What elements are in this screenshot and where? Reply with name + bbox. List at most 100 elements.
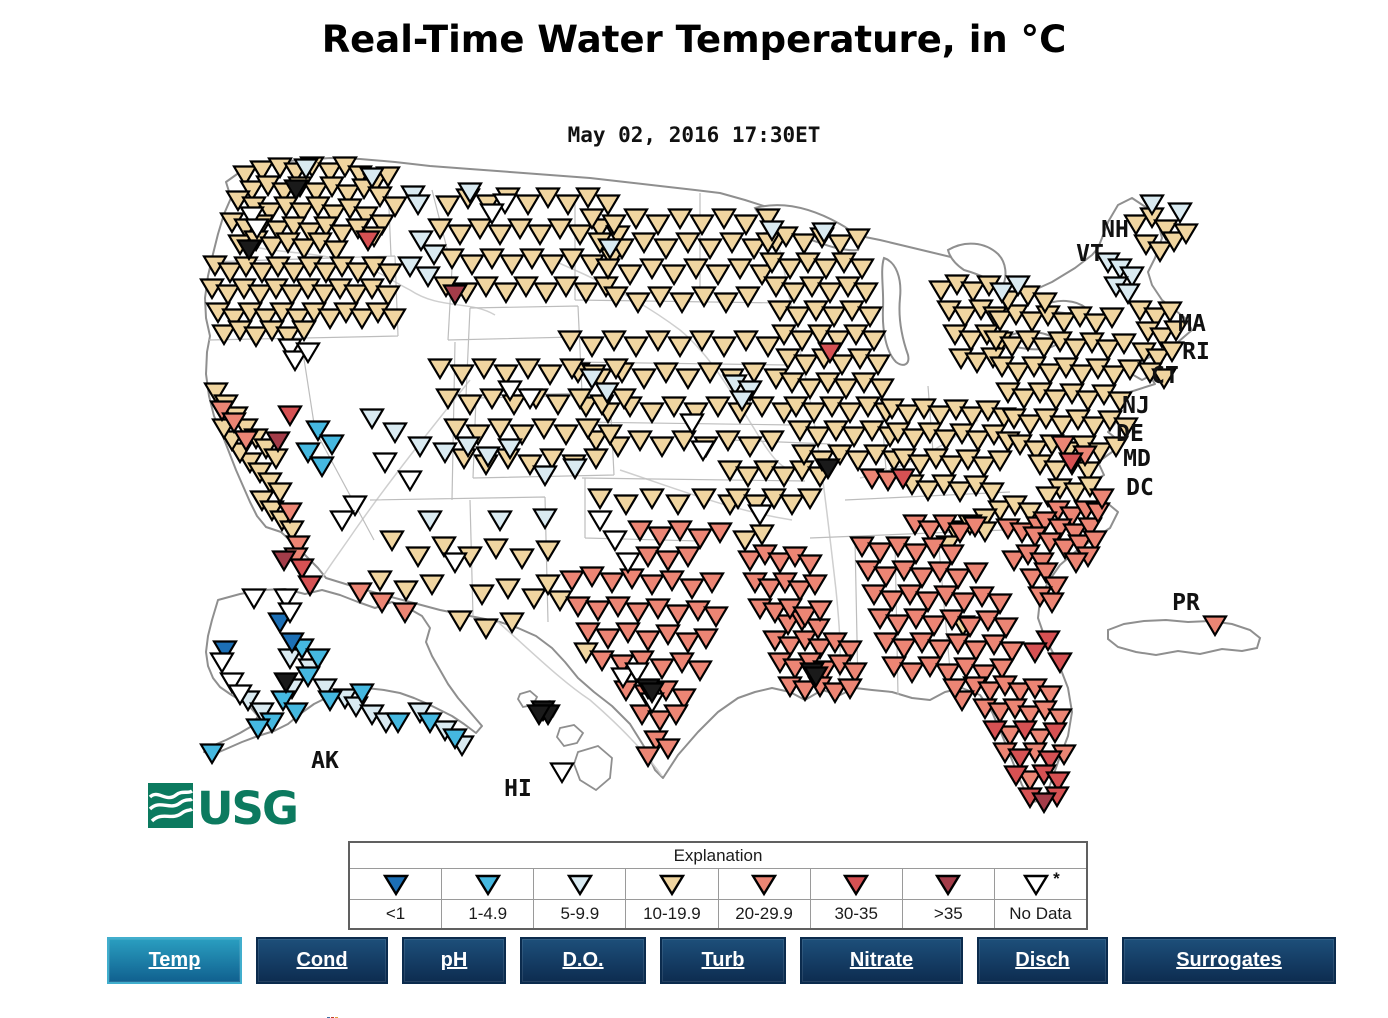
site-marker[interactable] bbox=[217, 262, 243, 285]
site-marker[interactable] bbox=[471, 358, 497, 381]
site-marker[interactable] bbox=[602, 530, 628, 553]
site-marker[interactable] bbox=[1069, 364, 1095, 387]
site-marker[interactable] bbox=[771, 402, 797, 425]
site-marker[interactable] bbox=[969, 586, 995, 609]
site-marker[interactable] bbox=[1111, 333, 1137, 356]
site-marker[interactable] bbox=[729, 390, 755, 413]
site-marker[interactable] bbox=[777, 258, 803, 281]
site-marker[interactable] bbox=[963, 562, 989, 585]
site-marker[interactable] bbox=[619, 568, 645, 591]
site-marker[interactable] bbox=[269, 302, 295, 325]
site-marker[interactable] bbox=[1147, 241, 1173, 264]
site-marker[interactable] bbox=[1167, 202, 1193, 225]
site-marker[interactable] bbox=[979, 482, 1005, 505]
site-marker[interactable] bbox=[499, 612, 525, 635]
site-marker[interactable] bbox=[495, 578, 521, 601]
site-marker[interactable] bbox=[279, 520, 305, 543]
site-marker[interactable] bbox=[945, 633, 971, 656]
site-marker[interactable] bbox=[933, 429, 959, 452]
site-marker[interactable] bbox=[789, 330, 815, 353]
site-marker[interactable] bbox=[291, 238, 317, 261]
site-marker[interactable] bbox=[417, 510, 443, 533]
site-marker[interactable] bbox=[735, 466, 761, 489]
site-marker[interactable] bbox=[601, 214, 627, 237]
site-marker[interactable] bbox=[1085, 502, 1111, 525]
site-marker[interactable] bbox=[587, 488, 613, 511]
site-marker[interactable] bbox=[417, 712, 443, 735]
site-marker[interactable] bbox=[653, 362, 679, 385]
site-marker[interactable] bbox=[687, 528, 713, 551]
site-marker[interactable] bbox=[867, 542, 893, 565]
site-marker[interactable] bbox=[559, 570, 585, 593]
site-marker[interactable] bbox=[813, 258, 839, 281]
site-marker[interactable] bbox=[443, 418, 469, 441]
site-marker[interactable] bbox=[699, 572, 725, 595]
site-marker[interactable] bbox=[345, 262, 371, 285]
site-marker[interactable] bbox=[211, 324, 237, 347]
site-marker[interactable] bbox=[277, 338, 303, 361]
site-marker[interactable] bbox=[273, 196, 299, 219]
site-marker[interactable] bbox=[835, 276, 861, 299]
site-marker[interactable] bbox=[531, 418, 557, 441]
site-marker[interactable] bbox=[1083, 313, 1109, 336]
site-marker[interactable] bbox=[791, 233, 817, 256]
site-marker[interactable] bbox=[1017, 414, 1043, 437]
site-marker[interactable] bbox=[265, 431, 291, 454]
site-marker[interactable] bbox=[711, 208, 737, 231]
site-marker[interactable] bbox=[487, 510, 513, 533]
site-marker[interactable] bbox=[1001, 550, 1027, 573]
site-marker[interactable] bbox=[579, 336, 605, 359]
site-marker[interactable] bbox=[675, 632, 701, 655]
site-marker[interactable] bbox=[397, 470, 423, 493]
site-marker[interactable] bbox=[957, 616, 983, 639]
site-marker[interactable] bbox=[645, 598, 671, 621]
site-marker[interactable] bbox=[875, 470, 901, 493]
site-marker[interactable] bbox=[265, 256, 291, 279]
site-marker[interactable] bbox=[1022, 642, 1048, 665]
site-marker[interactable] bbox=[689, 214, 715, 237]
site-marker[interactable] bbox=[667, 520, 693, 543]
site-marker[interactable] bbox=[427, 218, 453, 241]
site-marker[interactable] bbox=[295, 442, 321, 465]
site-marker[interactable] bbox=[987, 702, 1013, 725]
site-marker[interactable] bbox=[349, 683, 375, 706]
site-marker[interactable] bbox=[1063, 338, 1089, 361]
site-marker[interactable] bbox=[442, 552, 468, 575]
site-marker[interactable] bbox=[435, 195, 461, 218]
site-marker[interactable] bbox=[585, 600, 611, 623]
site-marker[interactable] bbox=[513, 276, 539, 299]
site-marker[interactable] bbox=[377, 263, 403, 286]
nav-button-do[interactable]: D.O. bbox=[520, 937, 646, 984]
site-marker[interactable] bbox=[827, 234, 853, 257]
site-marker[interactable] bbox=[431, 536, 457, 559]
site-marker[interactable] bbox=[1101, 365, 1127, 388]
site-marker[interactable] bbox=[733, 214, 759, 237]
site-marker[interactable] bbox=[415, 266, 441, 289]
site-marker[interactable] bbox=[435, 388, 461, 411]
site-marker[interactable] bbox=[203, 382, 229, 405]
site-marker[interactable] bbox=[509, 424, 535, 447]
site-marker[interactable] bbox=[909, 632, 935, 655]
site-marker[interactable] bbox=[539, 448, 565, 471]
site-marker[interactable] bbox=[775, 348, 801, 371]
site-marker[interactable] bbox=[805, 426, 831, 449]
site-marker[interactable] bbox=[897, 584, 923, 607]
site-marker[interactable] bbox=[603, 286, 629, 309]
site-marker[interactable] bbox=[761, 488, 787, 511]
site-marker[interactable] bbox=[329, 224, 355, 247]
site-marker[interactable] bbox=[1003, 765, 1029, 788]
site-marker[interactable] bbox=[407, 436, 433, 459]
site-marker[interactable] bbox=[807, 600, 833, 623]
site-marker[interactable] bbox=[559, 358, 585, 381]
site-marker[interactable] bbox=[575, 622, 601, 645]
site-marker[interactable] bbox=[927, 561, 953, 584]
site-marker[interactable] bbox=[903, 543, 929, 566]
site-marker[interactable] bbox=[442, 728, 468, 751]
site-marker[interactable] bbox=[690, 440, 716, 463]
site-marker[interactable] bbox=[270, 690, 296, 713]
site-marker[interactable] bbox=[497, 438, 523, 461]
site-marker[interactable] bbox=[747, 504, 773, 527]
site-marker[interactable] bbox=[367, 570, 393, 593]
site-marker[interactable] bbox=[891, 560, 917, 583]
site-marker[interactable] bbox=[515, 194, 541, 217]
